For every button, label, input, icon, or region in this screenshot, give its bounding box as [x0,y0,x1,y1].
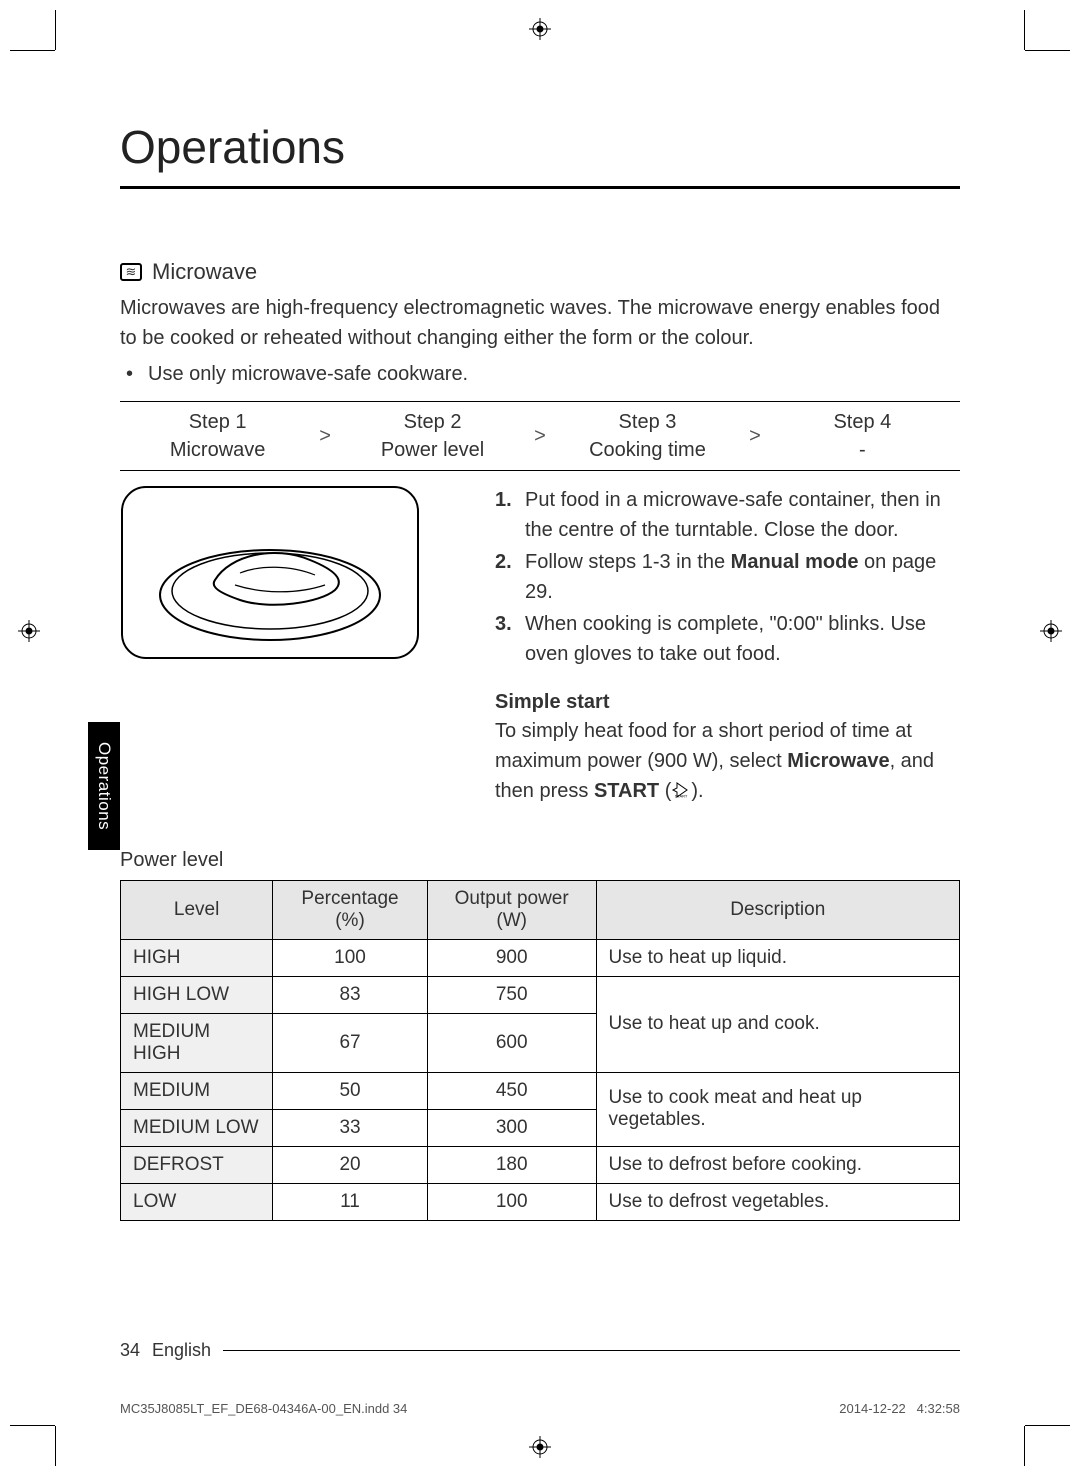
print-date: 2014-12-22 [839,1401,906,1416]
list-item: Follow steps 1-3 in the Manual mode on p… [525,547,960,607]
crop-mark [10,50,55,51]
step-4: Step 4- [765,408,960,464]
page-title: Operations [120,120,960,174]
crop-mark [55,1426,56,1466]
registration-mark-icon [18,620,40,642]
footer-language: English [152,1340,211,1361]
instruction-list: Put food in a microwave-safe container, … [495,485,960,669]
power-level-caption: Power level [120,849,960,872]
steps-bar: Step 1Microwave > Step 2Power level > St… [120,401,960,471]
step-3: Step 3Cooking time [550,408,745,464]
crop-mark [55,10,56,50]
simple-start-text: To simply heat food for a short period o… [495,716,960,807]
simple-start-heading: Simple start [495,691,960,714]
chevron-right-icon: > [745,425,765,448]
list-item: When cooking is complete, "0:00" blinks.… [525,609,960,669]
print-metadata: MC35J8085LT_EF_DE68-04346A-00_EN.indd 34… [120,1401,960,1416]
table-row: DEFROST 20 180 Use to defrost before coo… [121,1146,960,1183]
table-row: MEDIUM 50 450 Use to cook meat and heat … [121,1072,960,1109]
crop-mark [1025,1425,1070,1426]
bullet-item: Use only microwave-safe cookware. [148,359,960,389]
table-header: Level [121,880,273,939]
registration-mark-icon [529,18,551,40]
power-level-table: Level Percentage (%) Output power (W) De… [120,880,960,1221]
chevron-right-icon: > [530,425,550,448]
page-number: 34 [120,1340,140,1361]
print-time: 4:32:58 [917,1401,960,1416]
microwave-icon: ≋ [120,263,142,281]
list-item: Put food in a microwave-safe container, … [525,485,960,545]
table-header: Percentage (%) [273,880,428,939]
step-2: Step 2Power level [335,408,530,464]
table-header: Description [596,880,960,939]
footer-rule [223,1350,960,1351]
side-tab: Operations [88,722,120,850]
crop-mark [1025,50,1070,51]
start-icon: START [671,777,691,807]
crop-mark [10,1425,55,1426]
intro-text: Microwaves are high-frequency electromag… [120,293,960,353]
section-heading: Microwave [152,259,257,285]
crop-mark [1024,1426,1025,1466]
title-rule [120,186,960,189]
svg-text:START: START [675,793,688,798]
table-row: HIGH 100 900 Use to heat up liquid. [121,939,960,976]
registration-mark-icon [1040,620,1062,642]
table-header: Output power (W) [427,880,596,939]
step-1: Step 1Microwave [120,408,315,464]
table-row: HIGH LOW 83 750 Use to heat up and cook. [121,976,960,1013]
page-footer: 34 English [120,1340,960,1361]
turntable-illustration [120,485,420,660]
registration-mark-icon [529,1436,551,1458]
chevron-right-icon: > [315,425,335,448]
crop-mark [1024,10,1025,50]
print-filename: MC35J8085LT_EF_DE68-04346A-00_EN.indd 34 [120,1401,407,1416]
table-row: LOW 11 100 Use to defrost vegetables. [121,1183,960,1220]
